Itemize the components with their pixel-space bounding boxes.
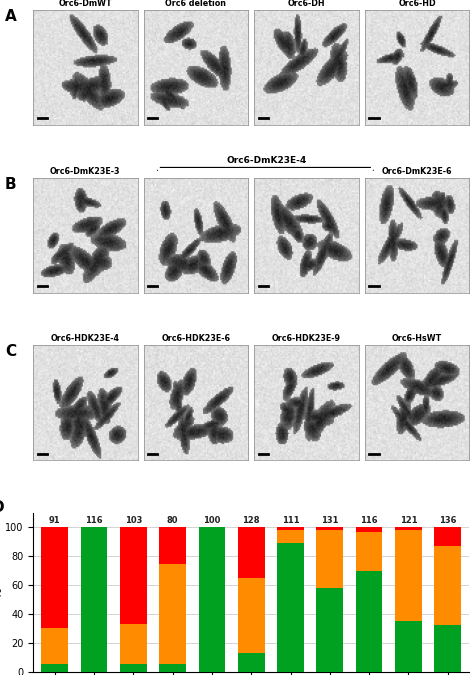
Text: 100: 100 (203, 516, 220, 525)
Title: Orc6-DmK23E-3: Orc6-DmK23E-3 (50, 167, 120, 176)
Bar (317, 588, 343, 672)
Bar (238, 527, 264, 578)
Bar (277, 527, 304, 531)
Bar (81, 527, 108, 672)
Bar (356, 571, 383, 672)
Title: Orc6-HDK23E-4: Orc6-HDK23E-4 (51, 334, 120, 344)
Text: 111: 111 (282, 516, 299, 525)
Bar (395, 527, 422, 531)
Bar (159, 527, 186, 564)
Bar (199, 527, 225, 672)
Text: 116: 116 (85, 516, 103, 525)
Bar (356, 532, 383, 571)
Bar (434, 527, 461, 546)
Bar (238, 578, 264, 653)
Bar (120, 664, 147, 672)
Text: 131: 131 (321, 516, 338, 525)
Text: 91: 91 (49, 516, 61, 525)
Bar (395, 621, 422, 672)
Bar (41, 628, 68, 664)
Bar (277, 543, 304, 672)
Bar (317, 531, 343, 588)
Bar (120, 527, 147, 624)
Bar (159, 564, 186, 664)
Bar (317, 527, 343, 531)
Title: Orc6-HDK23E-6: Orc6-HDK23E-6 (162, 334, 230, 344)
Title: Orc6-DH: Orc6-DH (288, 0, 325, 8)
Text: A: A (5, 9, 17, 24)
Text: 116: 116 (360, 516, 378, 525)
Bar (277, 531, 304, 543)
Text: D: D (0, 500, 4, 516)
Bar (434, 626, 461, 672)
Bar (159, 664, 186, 672)
Text: Orc6-DmK23E-4: Orc6-DmK23E-4 (227, 156, 307, 165)
Title: Orc6-DmWT: Orc6-DmWT (58, 0, 112, 8)
Bar (41, 664, 68, 672)
Bar (356, 527, 383, 532)
Title: Orc6-HD: Orc6-HD (398, 0, 436, 8)
Text: 121: 121 (400, 516, 417, 525)
Text: C: C (5, 344, 16, 359)
Bar (395, 531, 422, 621)
Text: B: B (5, 177, 17, 192)
Bar (41, 527, 68, 628)
Title: Orc6-HDK23E-9: Orc6-HDK23E-9 (272, 334, 341, 344)
Bar (434, 546, 461, 626)
Title: Orc6-HsWT: Orc6-HsWT (392, 334, 442, 344)
Text: 80: 80 (167, 516, 178, 525)
Bar (238, 653, 264, 672)
Bar (120, 624, 147, 664)
Text: 103: 103 (125, 516, 142, 525)
Title: Orc6-DmK23E-6: Orc6-DmK23E-6 (382, 167, 452, 176)
Text: 128: 128 (243, 516, 260, 525)
Text: 136: 136 (439, 516, 456, 525)
Title: Orc6 deletion: Orc6 deletion (165, 0, 227, 8)
Y-axis label: %: % (0, 587, 4, 597)
